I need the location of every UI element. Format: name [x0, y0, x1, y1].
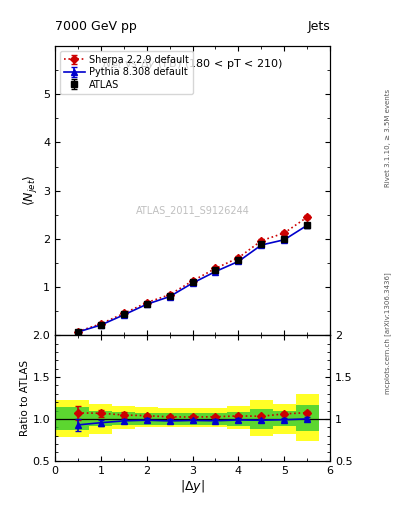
X-axis label: $|\Delta y|$: $|\Delta y|$: [180, 478, 205, 496]
Legend: Sherpa 2.2.9 default, Pythia 8.308 default, ATLAS: Sherpa 2.2.9 default, Pythia 8.308 defau…: [60, 51, 193, 94]
Text: $N_{jet}$ vs $\Delta y$ (FB) (180 < pT < 210): $N_{jet}$ vs $\Delta y$ (FB) (180 < pT <…: [102, 58, 283, 74]
Text: Jets: Jets: [307, 20, 330, 33]
Text: 7000 GeV pp: 7000 GeV pp: [55, 20, 137, 33]
Y-axis label: Ratio to ATLAS: Ratio to ATLAS: [20, 360, 29, 436]
Y-axis label: $\langle N_{jet}\rangle$: $\langle N_{jet}\rangle$: [22, 175, 40, 206]
Text: ATLAS_2011_S9126244: ATLAS_2011_S9126244: [136, 205, 250, 216]
Text: mcplots.cern.ch [arXiv:1306.3436]: mcplots.cern.ch [arXiv:1306.3436]: [384, 272, 391, 394]
Text: Rivet 3.1.10, ≥ 3.5M events: Rivet 3.1.10, ≥ 3.5M events: [385, 89, 391, 187]
